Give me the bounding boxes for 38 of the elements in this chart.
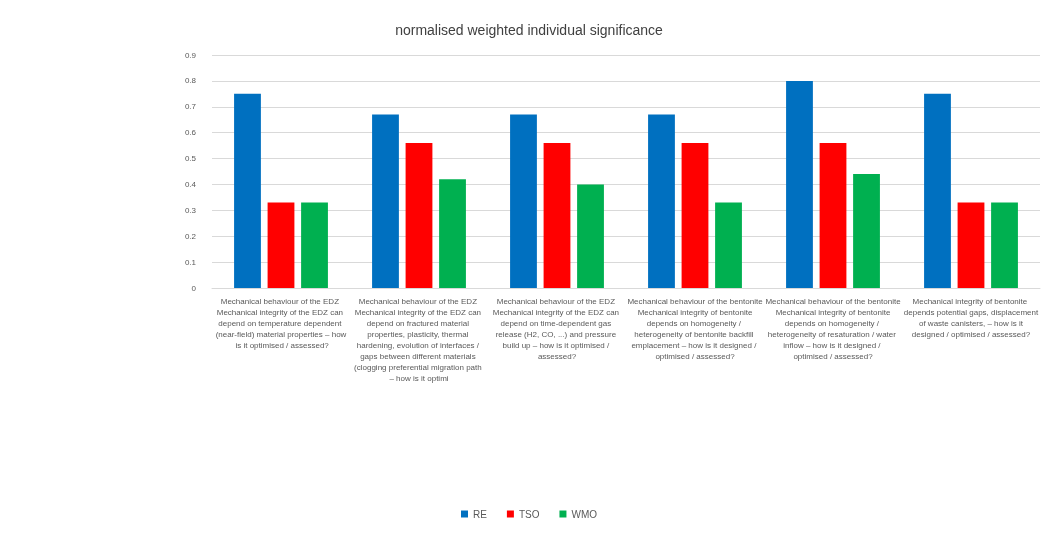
bar [543, 143, 571, 288]
y-tick-label: 0.6 [184, 128, 197, 138]
bar [234, 93, 261, 288]
x-tick-label: Mechanical behaviour of the EDZ Mechanical integrity of the EDZ can depend on time-dependent gas release (H2, CO, ...) and pressure build up – how is it optimised / assessed? [492, 297, 622, 361]
legend-label: TSO [518, 508, 540, 520]
bar [681, 143, 709, 288]
bar [301, 202, 328, 288]
y-tick-label: 0 [191, 283, 197, 293]
y-tick-label: 0.8 [184, 76, 197, 86]
bar [924, 93, 951, 288]
y-tick-label: 0.5 [184, 154, 197, 164]
bar [648, 114, 675, 288]
y-tick-label: 0.1 [184, 257, 197, 267]
bar [957, 202, 985, 288]
y-tick-label: 0.7 [184, 102, 197, 112]
x-tick-label: Mechanical behaviour of the EDZ Mechanical integrity of the EDZ can depend on temperature dependent (near-field) material properties – how is it optimised / assessed? [215, 297, 347, 350]
bar [577, 184, 604, 288]
y-tick-label: 0.3 [184, 205, 197, 215]
bar [819, 143, 847, 288]
bar [853, 174, 880, 288]
legend-label: RE [473, 508, 488, 520]
bar [267, 202, 295, 288]
bar [405, 143, 433, 288]
y-tick-label: 0.9 [184, 50, 197, 60]
x-tick-label: Mechanical behaviour of the bentonite Mechanical integrity of bentonite depends on homogeneity / heterogeneity of bentonite backfill emplacement – how is it designed / optimised / assessed? [627, 297, 764, 361]
bar [372, 114, 399, 288]
y-tick-label: 0.4 [184, 179, 197, 189]
x-tick-label: Mechanical behaviour of the bentonite Mechanical integrity of bentonite depends on homogeneity / heterogeneity of resaturation / water inflow – how is it designed / optimised / assessed? [765, 297, 902, 361]
chart-title: normalised weighted individual significance [395, 22, 664, 38]
x-tick-label: Mechanical integrity of bentonite depends potential gaps, displacement of waste canisters, – how is it designed / optimised / assessed? [903, 297, 1039, 339]
x-tick-label: Mechanical behaviour of the EDZ Mechanical integrity of the EDZ can depend on fractured material properties, plasticity, thermal hardening, evolution of interfaces / gaps between different materials (clogging preferential migration path – how is it optimi [354, 297, 484, 383]
bar [510, 114, 537, 288]
bar [991, 202, 1018, 288]
legend-label: WMO [571, 508, 598, 520]
y-tick-label: 0.2 [184, 231, 197, 241]
bar [439, 179, 466, 288]
bar [786, 80, 813, 288]
bar [715, 202, 742, 288]
